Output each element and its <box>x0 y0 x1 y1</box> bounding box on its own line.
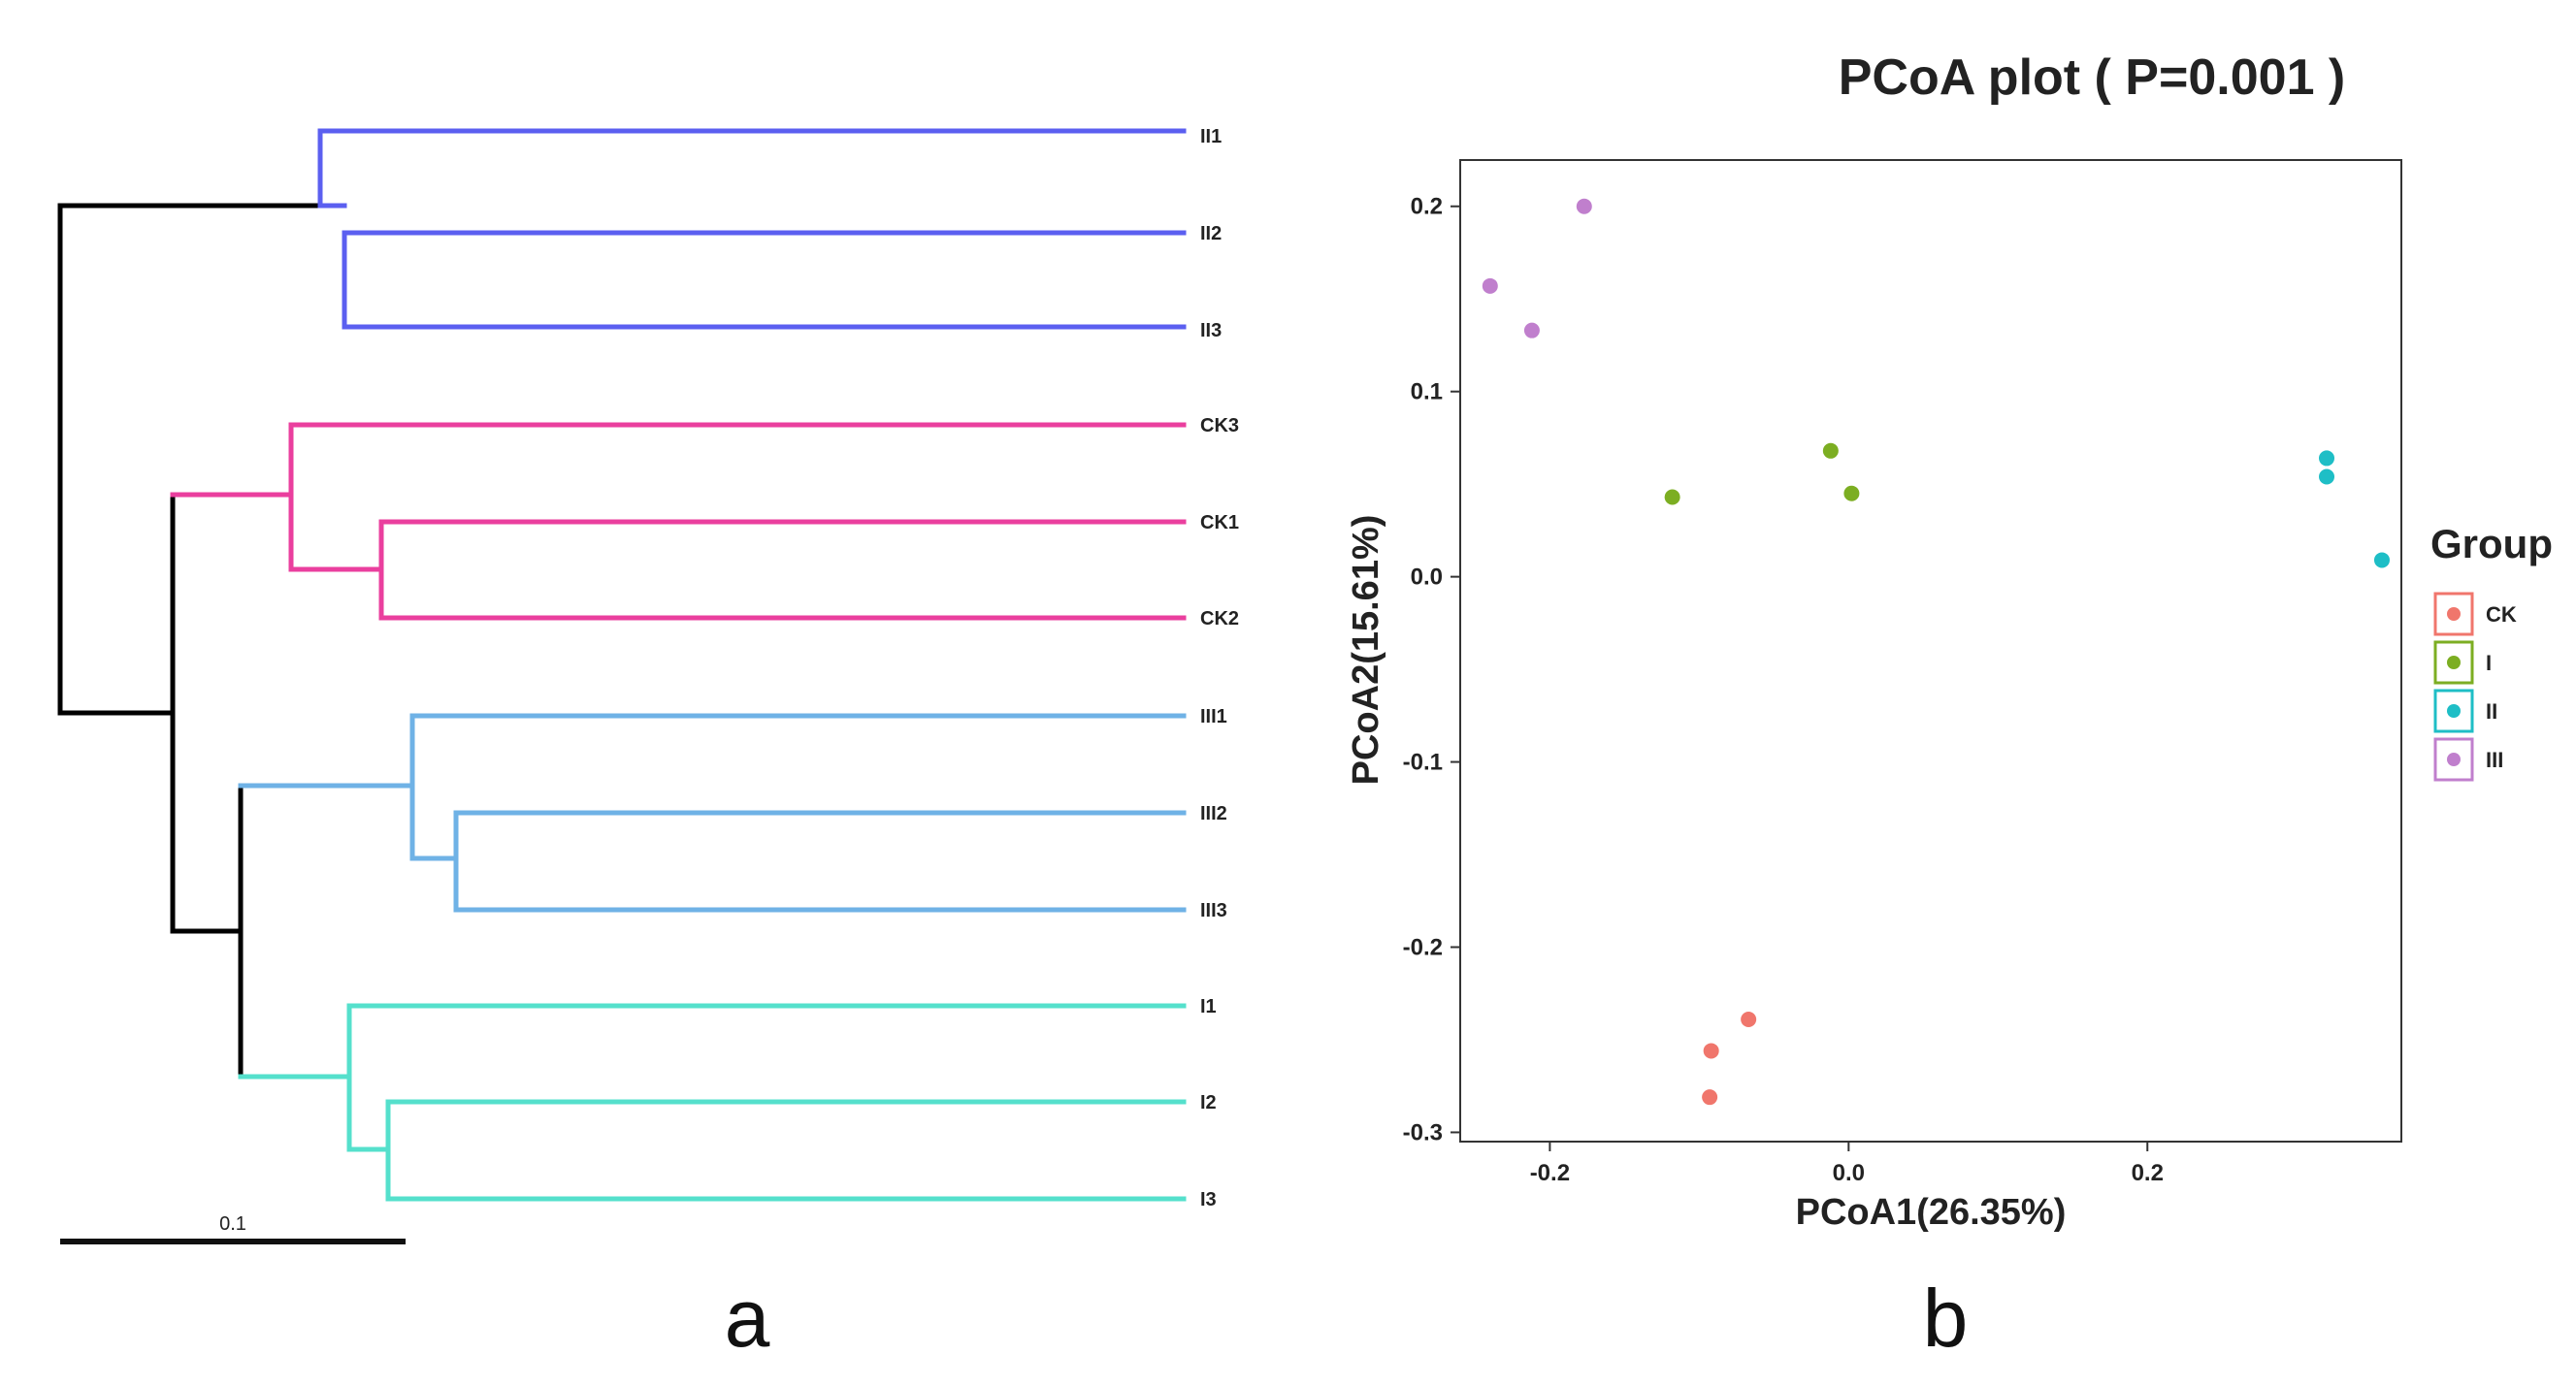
panel-label-b: b <box>1923 1273 1969 1364</box>
leaf-label-i3: I3 <box>1200 1189 1217 1210</box>
x-tick-label: 0.2 <box>2132 1160 2164 1186</box>
legend-dot-ii <box>2447 704 2461 718</box>
point-ck <box>1703 1043 1719 1059</box>
y-tick-label: -0.3 <box>1403 1119 1443 1145</box>
y-tick-label: 0.1 <box>1411 379 1443 405</box>
legend-label-ii: II <box>2486 699 2497 724</box>
point-iii <box>1576 198 1592 214</box>
branch-clade-ck <box>170 422 1187 621</box>
point-ii <box>2373 552 2390 568</box>
y-axis-title: PCoA2(15.61%) <box>1346 515 1386 786</box>
branch-clade-i <box>238 1003 1187 1202</box>
leaf-label-i1: I1 <box>1200 996 1217 1017</box>
point-i <box>1664 489 1680 505</box>
leaf-label-iii3: III3 <box>1200 900 1227 921</box>
point-ii <box>2319 468 2335 485</box>
leaf-label-ii2: II2 <box>1200 223 1222 244</box>
plot-frame <box>1459 159 2402 1143</box>
point-i <box>1822 442 1839 459</box>
legend-dot-i <box>2447 656 2461 669</box>
pcoa-title: PCoA plot ( P=0.001 ) <box>1839 49 2346 106</box>
legend-label-ck: CK <box>2486 602 2517 627</box>
leaf-label-iii1: III1 <box>1200 706 1227 727</box>
leaf-label-ck3: CK3 <box>1200 415 1239 436</box>
point-ck <box>1741 1011 1757 1027</box>
leaf-label-i2: I2 <box>1200 1092 1217 1113</box>
branch-clade-ii <box>317 128 1187 330</box>
legend-dot-iii <box>2447 753 2461 766</box>
x-tick-label: 0.0 <box>1833 1160 1865 1186</box>
point-iii <box>1482 277 1498 294</box>
point-iii <box>1523 322 1540 339</box>
point-i <box>1843 485 1860 501</box>
legend-label-i: I <box>2486 651 2492 675</box>
point-ii <box>2319 450 2335 467</box>
legend-label-iii: III <box>2486 748 2503 772</box>
y-tick-label: -0.2 <box>1403 935 1443 961</box>
y-tick-label: 0.0 <box>1411 564 1443 591</box>
legend-key-ck <box>2433 592 2474 636</box>
leaf-label-ii1: II1 <box>1200 126 1222 147</box>
branch-root <box>57 203 415 1080</box>
x-tick-label: -0.2 <box>1530 1160 1570 1186</box>
leaf-label-ck2: CK2 <box>1200 608 1239 629</box>
x-axis-title: PCoA1(26.35%) <box>1796 1192 2067 1233</box>
legend-dot-ck <box>2447 607 2461 621</box>
panel-label-a: a <box>725 1273 770 1364</box>
y-tick-label: -0.1 <box>1403 750 1443 776</box>
scatter-area: -0.2 0.0 0.2 0.2 0.1 0.0 -0.1 -0.2 -0.3 <box>1403 194 2390 1186</box>
scale-bar-label: 0.1 <box>219 1213 246 1235</box>
point-ck <box>1702 1089 1718 1106</box>
leaf-label-ck1: CK1 <box>1200 512 1239 533</box>
branch-clade-iii <box>238 713 1187 913</box>
leaf-label-iii2: III2 <box>1200 803 1227 824</box>
legend-title: Group <box>2430 521 2553 566</box>
y-tick-label: 0.2 <box>1411 194 1443 220</box>
leaf-label-ii3: II3 <box>1200 320 1222 341</box>
dendrogram: II1 II2 II3 CK3 CK1 CK2 III1 III2 III3 I1 I2 I3 <box>57 126 1239 1210</box>
